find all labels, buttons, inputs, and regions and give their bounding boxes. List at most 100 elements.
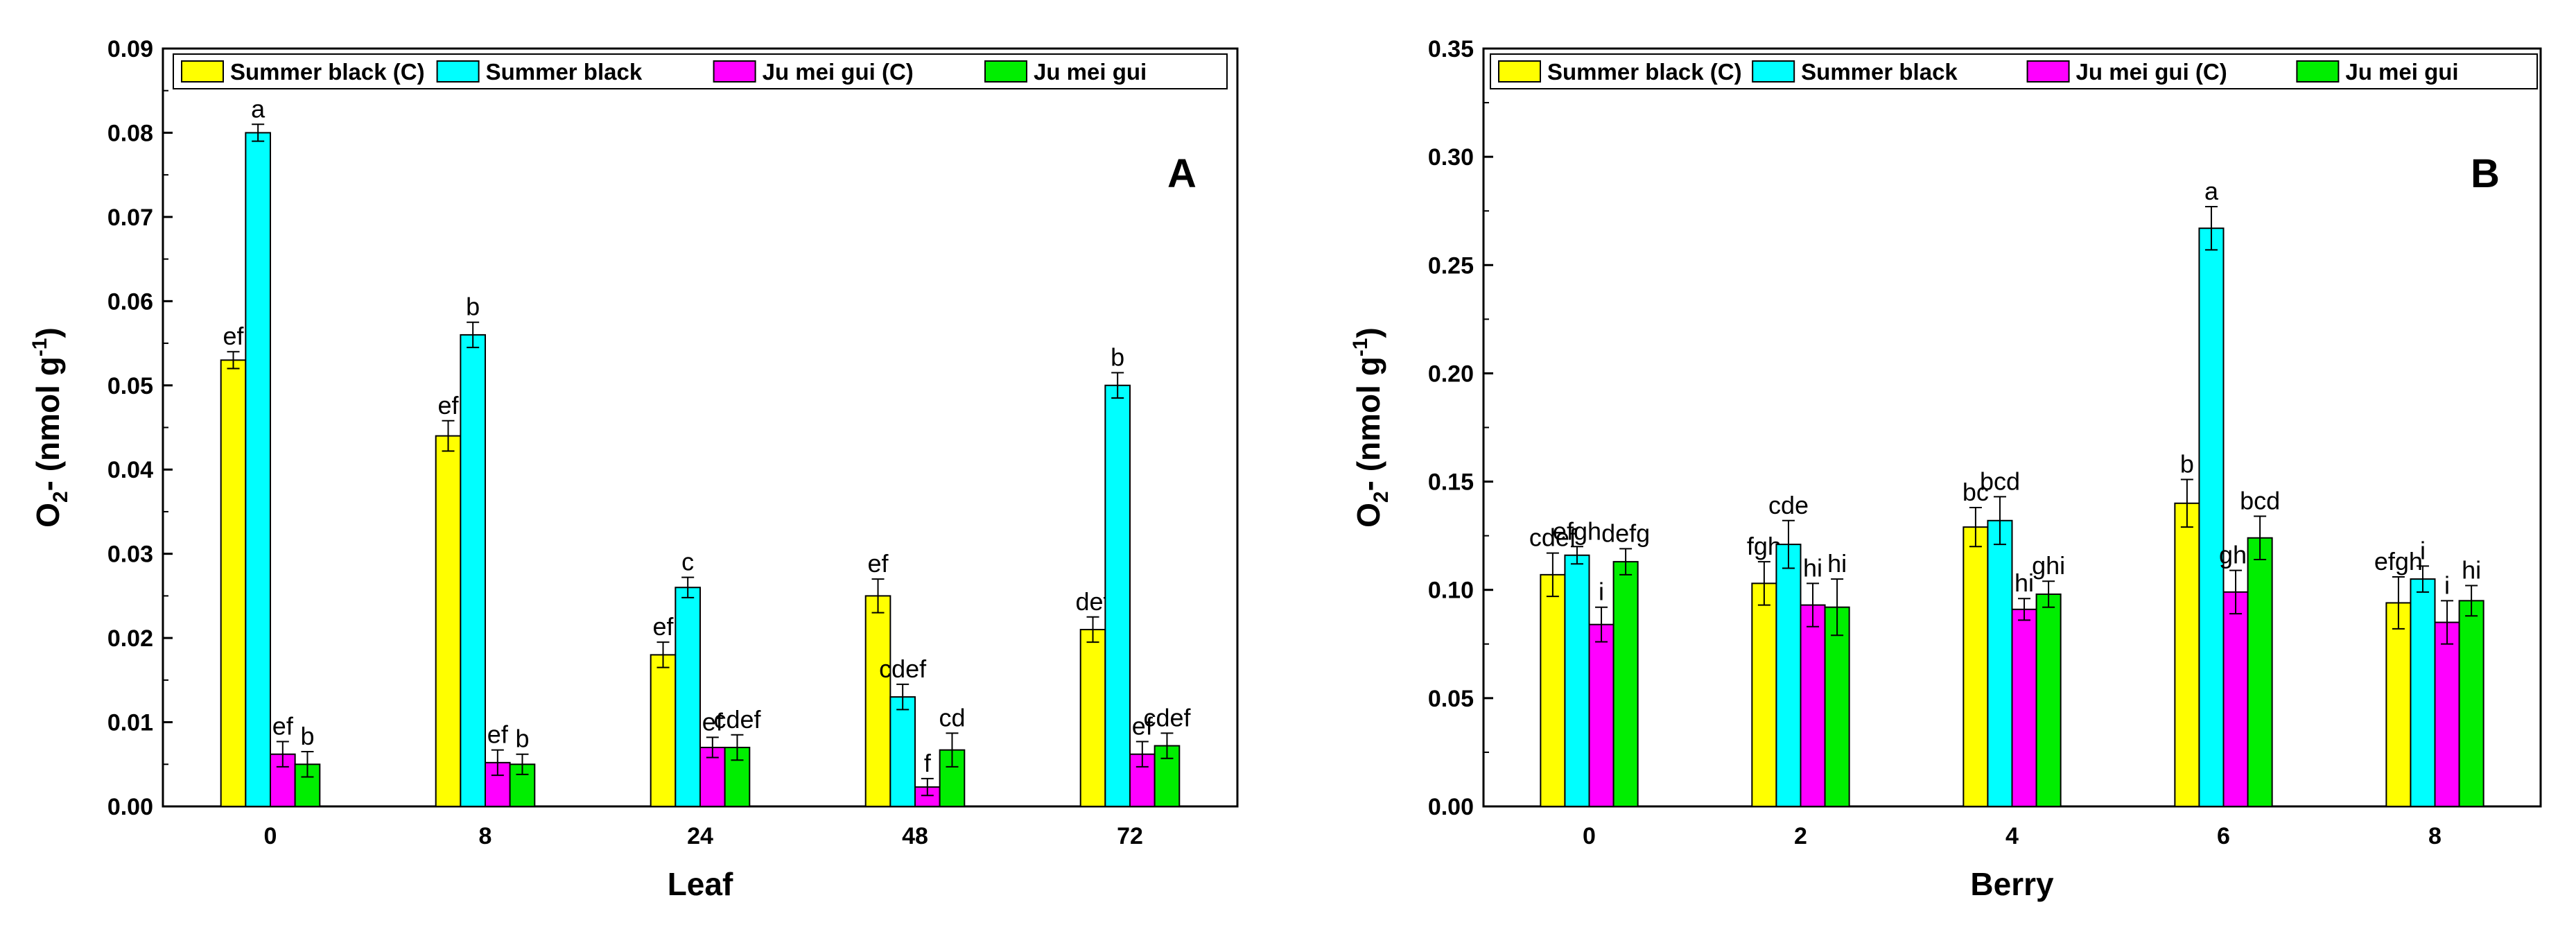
legend-swatch bbox=[713, 60, 756, 83]
bar bbox=[889, 696, 916, 807]
significance-label: c bbox=[681, 548, 694, 576]
bar bbox=[675, 587, 701, 807]
panel-letter: B bbox=[2471, 151, 2500, 196]
significance-label: cdef bbox=[879, 655, 927, 683]
x-tick-label: 8 bbox=[2428, 823, 2442, 849]
bar bbox=[1751, 582, 1777, 807]
significance-label: i bbox=[1599, 578, 1604, 606]
legend-swatch bbox=[1498, 60, 1541, 83]
bar bbox=[1104, 384, 1131, 807]
significance-label: bc bbox=[1963, 478, 1989, 506]
x-tick-label: 4 bbox=[2005, 823, 2019, 849]
legend-label: Ju mei gui (C) bbox=[2076, 59, 2227, 85]
x-tick-label: 8 bbox=[479, 823, 492, 849]
bar bbox=[1800, 604, 1826, 807]
significance-label: b bbox=[1111, 343, 1124, 372]
significance-label: cdef bbox=[1143, 703, 1191, 732]
significance-label: i bbox=[2444, 571, 2450, 599]
significance-label: ef bbox=[272, 711, 294, 740]
y-tick-label: 0.07 bbox=[107, 205, 153, 231]
bar bbox=[2458, 600, 2484, 807]
significance-label: hi bbox=[1827, 549, 1847, 578]
y-tick-label: 0.05 bbox=[107, 373, 153, 399]
y-tick-label: 0.05 bbox=[1428, 686, 1474, 712]
bar bbox=[2174, 502, 2200, 807]
bar bbox=[435, 435, 462, 807]
significance-label: b bbox=[2180, 449, 2194, 478]
legend-box bbox=[173, 53, 1228, 89]
significance-label: b bbox=[300, 722, 314, 750]
y-axis-title-part: 2 bbox=[49, 491, 72, 503]
significance-label: cdef bbox=[1529, 524, 1577, 552]
bar bbox=[1824, 606, 1850, 807]
bar bbox=[245, 132, 272, 807]
significance-label: cd bbox=[939, 703, 965, 732]
significance-label: hi bbox=[2014, 569, 2034, 597]
legend-swatch bbox=[2026, 60, 2070, 83]
significance-label: ef bbox=[438, 391, 460, 419]
legend-swatch bbox=[984, 60, 1027, 83]
x-axis-title: Leaf bbox=[668, 866, 733, 902]
bar bbox=[1079, 628, 1106, 808]
y-axis-title-part: 2 bbox=[1370, 491, 1393, 503]
significance-label: cde bbox=[1768, 491, 1809, 519]
bar bbox=[485, 761, 511, 807]
significance-label: ghi bbox=[2219, 541, 2252, 569]
bar bbox=[1963, 526, 1989, 807]
legend: Summer black (C) Summer black Ju mei gui (… bbox=[173, 53, 1228, 89]
bar bbox=[650, 654, 677, 808]
bar bbox=[864, 595, 891, 808]
x-tick-label: 0 bbox=[1583, 823, 1596, 849]
y-axis-title: O2- (nmol g-1) bbox=[1349, 327, 1393, 528]
y-tick-label: 0.04 bbox=[107, 457, 153, 483]
significance-label: b bbox=[466, 293, 480, 321]
significance-label: bcd bbox=[2240, 487, 2280, 515]
x-tick-label: 6 bbox=[2217, 823, 2230, 849]
y-tick-label: 0.10 bbox=[1428, 578, 1474, 604]
legend-swatch bbox=[181, 60, 224, 83]
bar bbox=[2035, 593, 2062, 808]
significance-label: efgh bbox=[2374, 547, 2423, 576]
significance-label: ef bbox=[1132, 711, 1154, 740]
bar bbox=[2410, 578, 2436, 807]
y-axis-title-part: -1 bbox=[28, 338, 51, 356]
y-tick-label: 0.25 bbox=[1428, 252, 1474, 279]
chart-panel-b: 0.000.050.100.150.200.250.300.350cdefefg… bbox=[1349, 36, 2542, 902]
legend-label: Summer black (C) bbox=[230, 59, 425, 85]
y-axis-title-part: - (nmol g bbox=[1350, 356, 1386, 491]
bar bbox=[2222, 591, 2249, 808]
legend-label: Ju mei gui bbox=[2345, 59, 2458, 85]
significance-label: ghi bbox=[2032, 551, 2065, 580]
bar bbox=[220, 359, 247, 807]
significance-label: i bbox=[2420, 536, 2426, 564]
bar bbox=[1588, 623, 1615, 807]
significance-label: ef bbox=[653, 612, 675, 641]
y-tick-label: 0.15 bbox=[1428, 469, 1474, 496]
significance-label: hi bbox=[1803, 553, 1822, 582]
y-tick-label: 0.35 bbox=[1428, 36, 1474, 62]
legend: Summer black (C) Summer black Ju mei gui (… bbox=[1490, 53, 2538, 89]
legend-swatch bbox=[2296, 60, 2340, 83]
legend-label: Ju mei gui (C) bbox=[763, 59, 914, 85]
bar bbox=[2247, 537, 2273, 807]
y-tick-label: 0.02 bbox=[107, 625, 153, 652]
legend-label: Ju mei gui bbox=[1034, 59, 1147, 85]
bar bbox=[1612, 561, 1639, 807]
x-axis-title: Berry bbox=[1970, 866, 2054, 902]
significance-label: ef bbox=[223, 322, 245, 350]
y-tick-label: 0.20 bbox=[1428, 361, 1474, 387]
y-axis-title-part: ) bbox=[30, 327, 66, 338]
bar bbox=[1987, 519, 2013, 807]
legend-label: Summer black bbox=[486, 59, 643, 85]
significance-label: f bbox=[924, 749, 932, 777]
y-axis-title-part: O bbox=[1350, 503, 1386, 528]
y-axis-title-part: O bbox=[30, 503, 66, 528]
significance-label: efgh bbox=[1553, 517, 1601, 545]
significance-label: ef bbox=[487, 720, 509, 749]
x-tick-label: 24 bbox=[687, 823, 713, 849]
legend-label: Summer black bbox=[1801, 59, 1958, 85]
bar bbox=[460, 334, 486, 807]
significance-label: ef bbox=[868, 549, 889, 578]
significance-label: a bbox=[2204, 177, 2219, 205]
